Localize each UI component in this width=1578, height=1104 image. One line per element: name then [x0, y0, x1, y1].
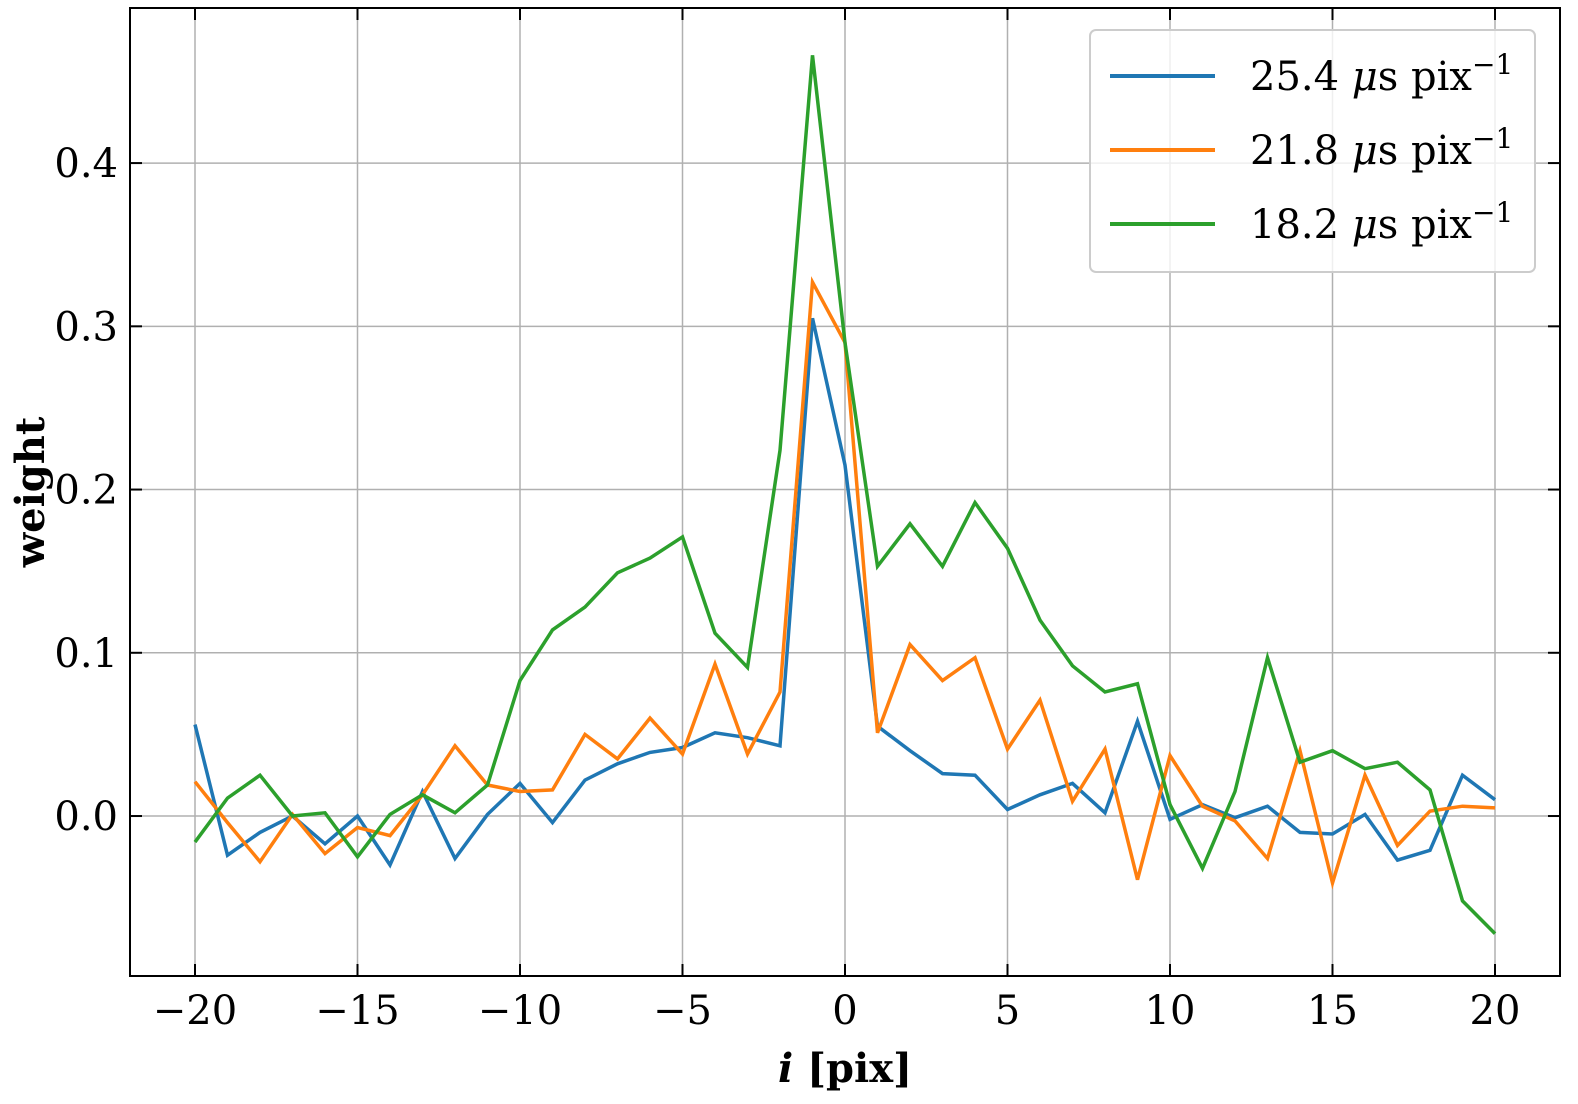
x-tick-label: −5 [653, 988, 712, 1034]
legend-label-1: 25.4 μs pix−1 [1250, 48, 1513, 100]
y-tick-label: 0.4 [54, 141, 118, 187]
x-tick-label: 0 [832, 988, 857, 1034]
series-line-3 [193, 55, 1497, 935]
legend: 25.4 μs pix−1 21.8 μs pix−1 18.2 μs pix−1 [1089, 29, 1536, 273]
series-layer [193, 55, 1497, 935]
y-axis-label: weight [7, 416, 54, 568]
y-tick-label: 0.0 [54, 794, 118, 840]
x-tick-label: 20 [1470, 988, 1521, 1034]
x-tick-label: −20 [153, 988, 237, 1034]
x-tick-label: 10 [1145, 988, 1196, 1034]
tick-layer: −20 −15 −10 −5 0 5 10 15 20 0.0 0.1 0.2 0.3 0.4 [54, 8, 1560, 1034]
x-tick-label: 5 [995, 988, 1020, 1034]
x-tick-label: −15 [315, 988, 399, 1034]
x-axis-label: i [pix] [778, 1045, 912, 1092]
y-tick-label: 0.3 [54, 304, 118, 350]
series-line-1 [193, 317, 1497, 869]
y-tick-label: 0.2 [54, 468, 118, 514]
x-tick-label: −10 [478, 988, 562, 1034]
legend-label-2: 21.8 μs pix−1 [1250, 122, 1513, 174]
x-tick-label: 15 [1307, 988, 1358, 1034]
y-tick-label: 0.1 [54, 631, 118, 677]
x-axis-variable: i [778, 1045, 793, 1092]
legend-label-3: 18.2 μs pix−1 [1250, 196, 1513, 248]
x-axis-unit: [pix] [793, 1045, 912, 1092]
legend-box [1089, 29, 1536, 273]
